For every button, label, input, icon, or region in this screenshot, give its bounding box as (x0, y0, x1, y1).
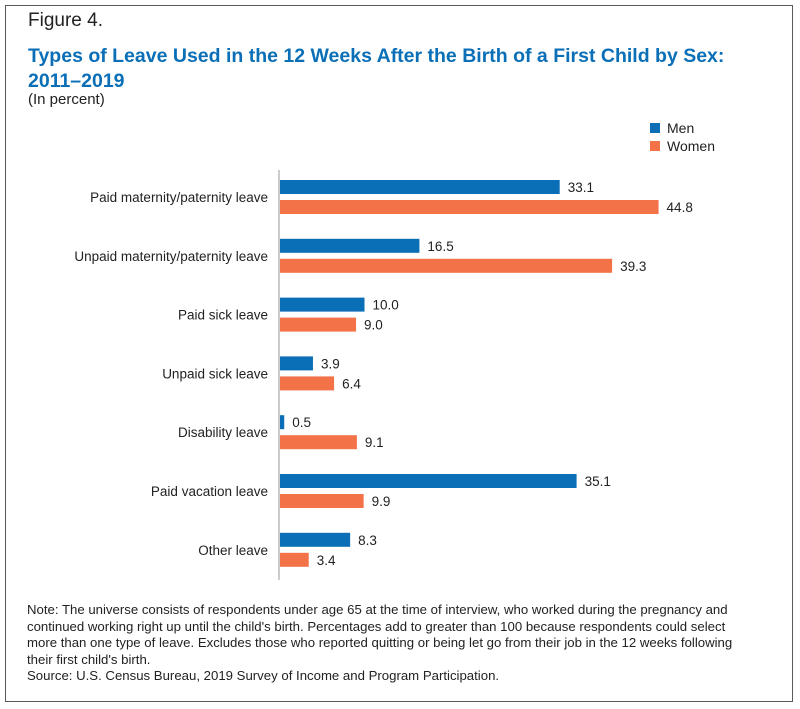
legend-swatch-women (650, 141, 660, 151)
chart-subtitle: (In percent) (28, 91, 105, 108)
category-label: Disability leave (178, 425, 268, 440)
legend-label-men: Men (667, 120, 695, 136)
bar-men (280, 532, 351, 547)
category-label: Unpaid sick leave (162, 366, 268, 381)
bar-women (280, 494, 364, 508)
value-label-men: 16.5 (427, 239, 453, 254)
figure-frame (5, 5, 793, 702)
category-label: Paid vacation leave (151, 484, 268, 499)
bar-women (280, 552, 309, 567)
value-label-women: 44.8 (667, 200, 693, 215)
value-label-men: 10.0 (373, 298, 399, 313)
bar-chart: Paid maternity/paternity leave 33.1 44.8 Un… (74, 170, 693, 580)
legend-item-men: Men (650, 119, 715, 137)
value-label-men: 0.5 (292, 415, 311, 430)
value-label-women: 3.4 (317, 553, 336, 568)
category-label: Other leave (198, 543, 268, 558)
chart-title: Types of Leave Used in the 12 Weeks Afte… (28, 45, 725, 92)
value-label-men: 8.3 (358, 533, 377, 548)
category-label: Paid maternity/paternity leave (90, 190, 268, 205)
bar-women (280, 376, 335, 391)
category-label: Unpaid maternity/paternity leave (74, 249, 268, 264)
bar-men (280, 238, 420, 253)
value-label-women: 6.4 (342, 376, 361, 391)
value-label-men: 3.9 (321, 356, 340, 371)
bar-men (280, 180, 560, 194)
figure-label: Figure 4. (28, 10, 103, 31)
value-label-women: 9.0 (364, 318, 383, 333)
legend-swatch-men (650, 123, 660, 133)
legend-item-women: Women (650, 137, 715, 155)
legend: Men Women (650, 119, 715, 155)
bar-men (280, 474, 577, 488)
value-label-men: 33.1 (568, 180, 594, 195)
bar-men (280, 415, 285, 430)
chart-note: Note: The universe consists of responden… (27, 602, 733, 667)
bar-men (280, 356, 313, 371)
bar-women (280, 435, 357, 450)
chart-source: Source: U.S. Census Bureau, 2019 Survey … (27, 668, 500, 683)
category-label: Paid sick leave (178, 308, 268, 323)
value-label-women: 39.3 (620, 259, 646, 274)
value-label-men: 35.1 (585, 474, 611, 489)
value-label-women: 9.1 (365, 435, 384, 450)
bar-women (280, 317, 357, 332)
legend-label-women: Women (667, 138, 715, 154)
bar-men (280, 297, 365, 312)
bar-women (280, 258, 613, 273)
value-label-women: 9.9 (372, 494, 391, 509)
bar-women (280, 200, 659, 214)
